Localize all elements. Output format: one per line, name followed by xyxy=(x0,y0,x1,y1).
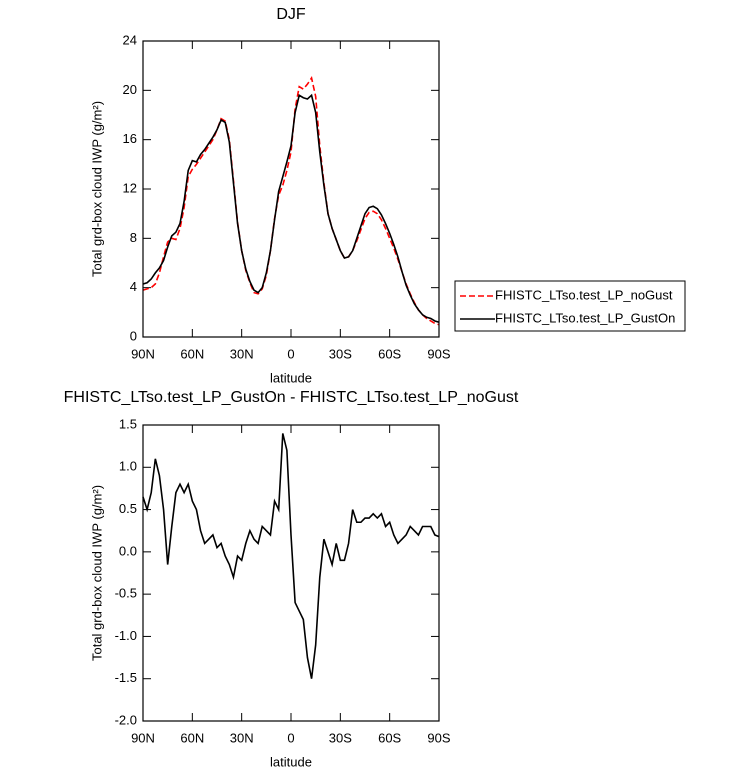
y-tick-label: 8 xyxy=(130,230,137,245)
y-tick-label: 1.5 xyxy=(119,416,137,431)
x-tick-label: 60N xyxy=(180,346,204,361)
y-tick-label: -1.0 xyxy=(115,628,137,643)
chart-title: DJF xyxy=(276,6,306,23)
y-tick-label: 16 xyxy=(123,131,137,146)
y-tick-label: 1.0 xyxy=(119,459,137,474)
y-tick-label: 0.0 xyxy=(119,543,137,558)
y-tick-label: 24 xyxy=(123,32,137,47)
y-tick-label: 0.5 xyxy=(119,501,137,516)
data-line xyxy=(142,433,440,679)
y-tick-label: 20 xyxy=(123,82,137,97)
y-tick-label: 12 xyxy=(123,180,137,195)
chart-title: FHISTC_LTso.test_LP_GustOn - FHISTC_LTso… xyxy=(64,389,519,406)
x-tick-label: 30N xyxy=(230,346,254,361)
x-axis-label: latitude xyxy=(270,754,312,769)
x-tick-label: 0 xyxy=(287,346,294,361)
y-axis-label: Total grd-box cloud IWP (g/m²) xyxy=(89,485,104,661)
y-tick-label: -2.0 xyxy=(115,712,137,727)
x-tick-label: 60S xyxy=(378,346,401,361)
x-tick-label: 30S xyxy=(329,346,352,361)
y-tick-label: 0 xyxy=(130,328,137,343)
x-tick-label: 60N xyxy=(180,730,204,745)
x-tick-label: 90N xyxy=(131,730,155,745)
x-tick-label: 90S xyxy=(427,346,450,361)
y-axis-label: Total grd-box cloud IWP (g/m²) xyxy=(89,101,104,277)
legend-label: FHISTC_LTso.test_LP_GustOn xyxy=(495,310,675,325)
y-tick-label: -0.5 xyxy=(115,586,137,601)
data-line xyxy=(142,93,440,323)
data-line xyxy=(142,75,440,326)
legend-label: FHISTC_LTso.test_LP_noGust xyxy=(495,287,673,302)
legend-box xyxy=(454,280,686,332)
y-tick-label: -1.5 xyxy=(115,670,137,685)
x-axis-label: latitude xyxy=(270,370,312,385)
x-tick-label: 0 xyxy=(287,730,294,745)
plot-frame xyxy=(142,424,440,722)
x-tick-label: 90S xyxy=(427,730,450,745)
x-tick-label: 30N xyxy=(230,730,254,745)
x-tick-label: 90N xyxy=(131,346,155,361)
x-tick-label: 60S xyxy=(378,730,401,745)
y-tick-label: 4 xyxy=(130,279,137,294)
plot-frame xyxy=(142,40,440,338)
x-tick-label: 30S xyxy=(329,730,352,745)
